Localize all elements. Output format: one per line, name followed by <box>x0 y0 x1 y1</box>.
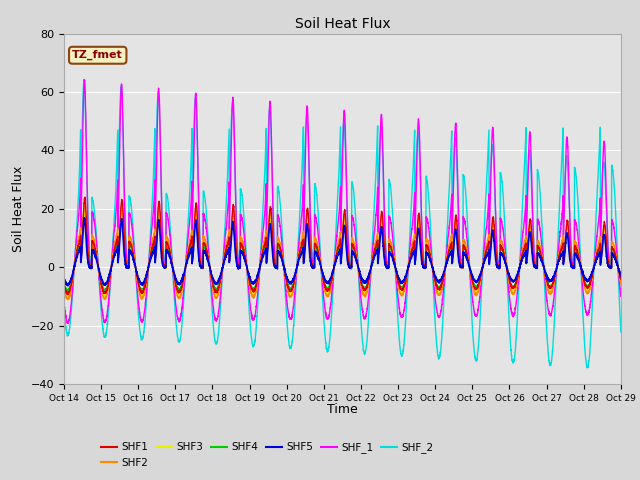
SHF5 <box>468 271 476 276</box>
SHF3 <box>436 287 444 293</box>
Line: SHF5: SHF5 <box>64 218 621 286</box>
SHF1 <box>499 247 507 253</box>
Text: TZ_fmet: TZ_fmet <box>72 50 123 60</box>
SHF_1 <box>322 311 330 316</box>
SHF2 <box>436 291 444 297</box>
SHF_2 <box>616 317 624 323</box>
SHF2 <box>60 285 68 290</box>
SHF4 <box>468 272 476 278</box>
SHF3 <box>161 262 168 268</box>
SHF4 <box>499 250 507 255</box>
SHF_2 <box>617 329 625 335</box>
SHF5 <box>617 273 625 278</box>
SHF_2 <box>60 307 68 312</box>
Title: Soil Heat Flux: Soil Heat Flux <box>294 17 390 31</box>
SHF_1 <box>616 288 624 294</box>
SHF4 <box>616 274 624 279</box>
SHF3 <box>617 278 625 284</box>
SHF3 <box>101 294 109 300</box>
SHF2 <box>468 276 476 281</box>
SHF4 <box>81 206 88 212</box>
SHF3 <box>81 206 88 212</box>
SHF_2 <box>436 350 444 356</box>
SHF_2 <box>583 365 591 371</box>
SHF_1 <box>64 320 72 326</box>
SHF1 <box>161 263 168 269</box>
SHF3 <box>322 288 330 294</box>
Line: SHF1: SHF1 <box>64 197 621 295</box>
SHF2 <box>81 201 88 207</box>
SHF_1 <box>499 227 507 232</box>
SHF1 <box>436 285 444 291</box>
SHF4 <box>436 285 444 290</box>
SHF_1 <box>468 286 476 292</box>
SHF_2 <box>80 77 88 83</box>
SHF_1 <box>81 77 88 83</box>
Legend: SHF1, SHF2, SHF3, SHF4, SHF5, SHF_1, SHF_2: SHF1, SHF2, SHF3, SHF4, SHF5, SHF_1, SHF… <box>97 438 438 472</box>
Line: SHF3: SHF3 <box>64 209 621 297</box>
SHF5 <box>436 277 444 283</box>
SHF3 <box>60 283 68 288</box>
SHF5 <box>64 283 72 289</box>
SHF2 <box>499 244 507 250</box>
SHF2 <box>617 281 625 287</box>
SHF5 <box>161 264 168 270</box>
SHF_1 <box>161 261 168 266</box>
SHF1 <box>616 275 624 280</box>
Y-axis label: Soil Heat Flux: Soil Heat Flux <box>12 166 25 252</box>
SHF4 <box>60 279 68 285</box>
SHF1 <box>468 274 476 279</box>
SHF2 <box>616 277 624 283</box>
SHF3 <box>616 276 624 282</box>
SHF2 <box>64 297 72 302</box>
SHF5 <box>499 252 507 258</box>
SHF1 <box>81 194 89 200</box>
SHF_1 <box>60 299 68 305</box>
SHF2 <box>161 264 168 270</box>
SHF4 <box>322 284 330 289</box>
SHF1 <box>322 286 330 291</box>
SHF_1 <box>436 311 444 316</box>
SHF5 <box>616 272 624 277</box>
SHF3 <box>499 245 507 251</box>
SHF4 <box>63 288 71 294</box>
SHF5 <box>81 215 88 221</box>
SHF_2 <box>161 256 168 262</box>
SHF_2 <box>467 302 475 308</box>
SHF1 <box>617 276 625 282</box>
Line: SHF_1: SHF_1 <box>64 80 621 323</box>
SHF5 <box>60 276 68 281</box>
Line: SHF4: SHF4 <box>64 209 621 291</box>
SHF_2 <box>322 340 330 346</box>
SHF4 <box>617 276 625 281</box>
SHF5 <box>322 278 330 284</box>
SHF_1 <box>617 292 625 298</box>
SHF_2 <box>499 189 507 194</box>
SHF2 <box>322 291 330 297</box>
SHF1 <box>63 292 71 298</box>
Line: SHF_2: SHF_2 <box>64 80 621 368</box>
SHF4 <box>161 264 168 270</box>
SHF3 <box>468 275 476 280</box>
SHF1 <box>60 280 68 286</box>
X-axis label: Time: Time <box>327 403 358 416</box>
Line: SHF2: SHF2 <box>64 204 621 300</box>
